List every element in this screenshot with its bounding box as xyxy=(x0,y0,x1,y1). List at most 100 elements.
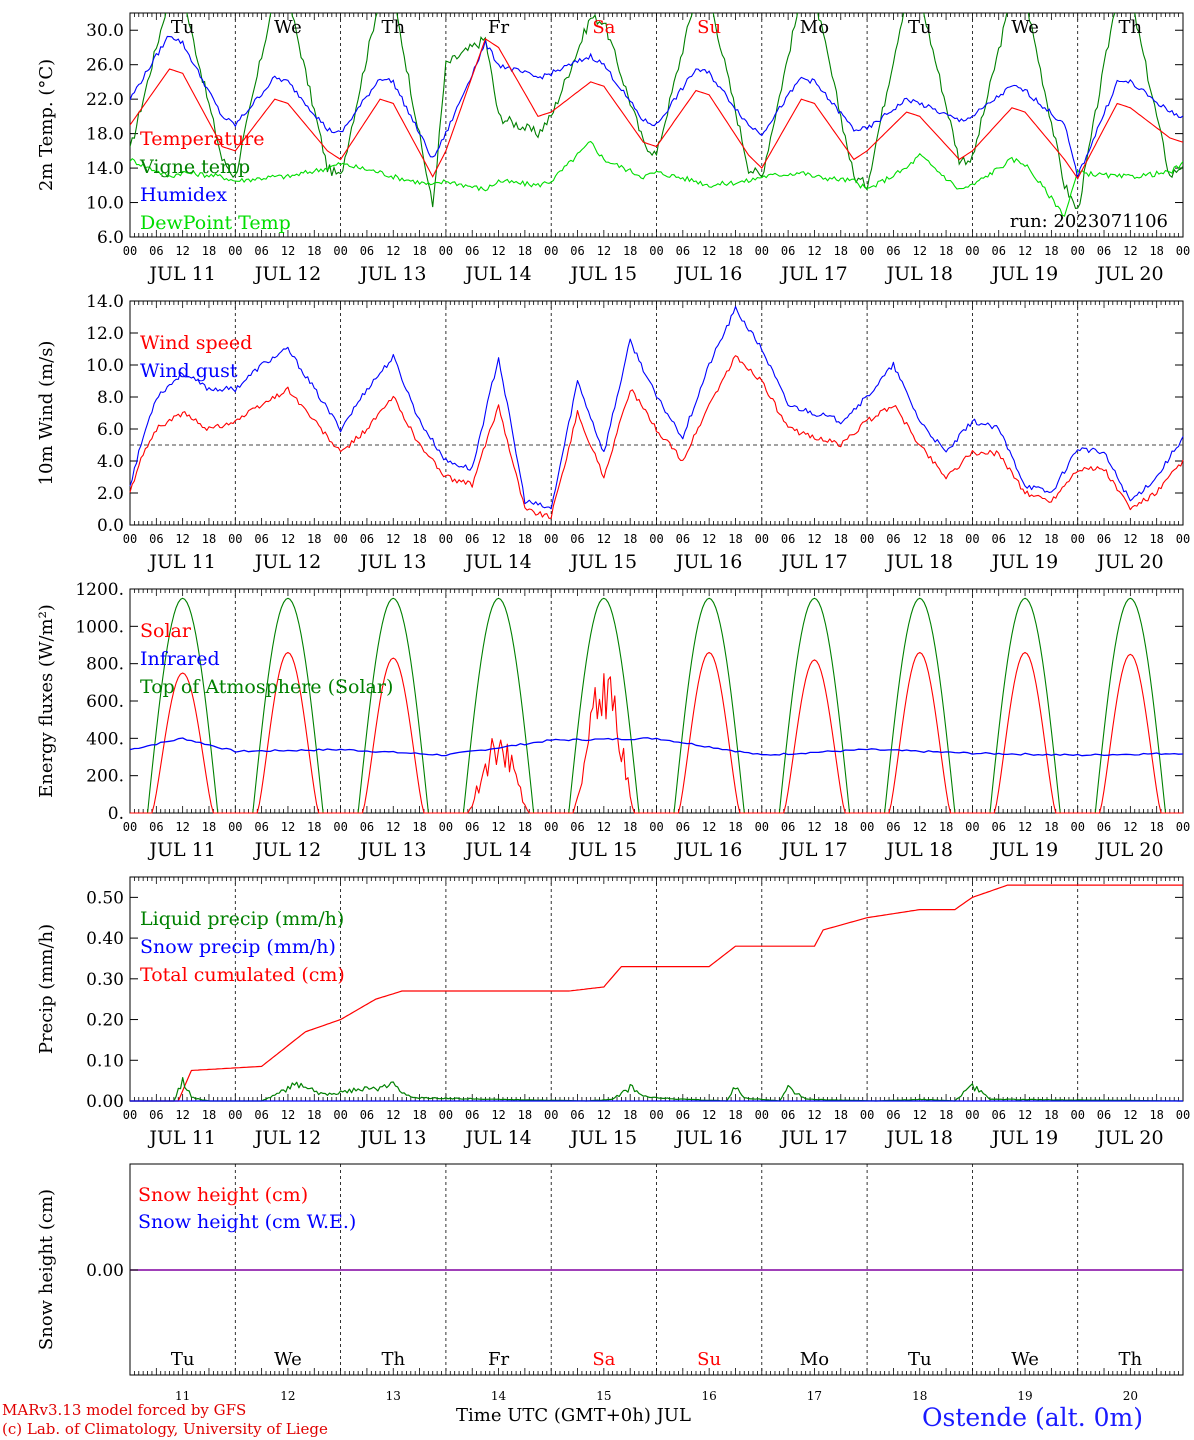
day-label: JUL 18 xyxy=(885,551,953,573)
hour-tick-label: 06 xyxy=(360,244,374,258)
day-label: JUL 11 xyxy=(147,1127,215,1149)
hour-tick-label: 00 xyxy=(439,1108,453,1122)
series-dewpoint-temp xyxy=(130,140,1183,217)
hour-tick-label: 18 xyxy=(939,244,953,258)
hour-tick-label: 12 xyxy=(1123,532,1137,546)
y-tick-label: 22.0 xyxy=(86,90,124,110)
y-axis-label-1: 10m Wind (m/s) xyxy=(36,341,57,486)
hour-tick-label: 12 xyxy=(702,532,716,546)
hour-tick-label: 06 xyxy=(991,820,1005,834)
day-number-label: 19 xyxy=(1017,1389,1032,1403)
hour-tick-label: 06 xyxy=(149,532,163,546)
legend-entry: Top of Atmosphere (Solar) xyxy=(140,676,393,698)
hour-tick-label: 12 xyxy=(1123,1108,1137,1122)
hour-tick-label: 06 xyxy=(1097,820,1111,834)
hour-tick-label: 06 xyxy=(254,244,268,258)
hour-tick-label: 18 xyxy=(412,1108,426,1122)
hour-tick-label: 00 xyxy=(755,820,769,834)
y-tick-label: 4.0 xyxy=(97,452,124,472)
day-label: JUL 17 xyxy=(779,839,847,861)
hour-tick-label: 06 xyxy=(1097,1108,1111,1122)
hour-tick-label: 06 xyxy=(465,244,479,258)
y-tick-label: 1000. xyxy=(75,617,124,637)
hour-tick-label: 12 xyxy=(386,1108,400,1122)
y-axis-label-2: Energy fluxes (W/m²) xyxy=(36,604,57,798)
hour-tick-label: 18 xyxy=(518,820,532,834)
hour-tick-label: 06 xyxy=(991,532,1005,546)
weekday-label: Sa xyxy=(592,17,615,38)
hour-tick-label: 12 xyxy=(175,820,189,834)
day-label: JUL 14 xyxy=(463,551,531,573)
legend-entry: Snow precip (mm/h) xyxy=(140,936,336,958)
hour-tick-label: 00 xyxy=(1070,820,1084,834)
hour-tick-label: 00 xyxy=(649,532,663,546)
day-number-label: 11 xyxy=(175,1389,190,1403)
weekday-label: Th xyxy=(1119,1349,1143,1370)
hour-tick-label: 18 xyxy=(1149,244,1163,258)
day-label: JUL 18 xyxy=(885,263,953,285)
weekday-label: We xyxy=(274,17,302,38)
hour-tick-label: 00 xyxy=(439,244,453,258)
hour-tick-label: 00 xyxy=(860,244,874,258)
hour-tick-label: 18 xyxy=(412,820,426,834)
hour-tick-label: 18 xyxy=(939,820,953,834)
hour-tick-label: 06 xyxy=(149,244,163,258)
weekday-label: Tu xyxy=(908,17,932,38)
hour-tick-label: 06 xyxy=(886,244,900,258)
hour-tick-label: 00 xyxy=(1176,244,1190,258)
hour-tick-label: 06 xyxy=(465,820,479,834)
hour-tick-label: 06 xyxy=(781,532,795,546)
day-label: JUL 19 xyxy=(990,263,1058,285)
hour-tick-label: 06 xyxy=(149,1108,163,1122)
series-infrared xyxy=(129,737,1184,757)
hour-tick-label: 00 xyxy=(228,820,242,834)
weekday-label: Fr xyxy=(488,1349,509,1370)
hour-tick-label: 12 xyxy=(491,244,505,258)
y-tick-label: 0.30 xyxy=(86,970,124,990)
legend-entry: Temperature xyxy=(140,128,264,150)
day-label: JUL 13 xyxy=(358,551,426,573)
hour-tick-label: 18 xyxy=(728,532,742,546)
day-number-label: 18 xyxy=(912,1389,927,1403)
hour-tick-label: 00 xyxy=(1070,244,1084,258)
hour-tick-label: 06 xyxy=(360,1108,374,1122)
hour-tick-label: 18 xyxy=(1149,820,1163,834)
day-label: JUL 18 xyxy=(885,839,953,861)
day-label: JUL 20 xyxy=(1095,1127,1163,1149)
hour-tick-label: 00 xyxy=(649,1108,663,1122)
hour-tick-label: 18 xyxy=(1149,1108,1163,1122)
hour-tick-label: 06 xyxy=(886,820,900,834)
hour-tick-label: 18 xyxy=(202,532,216,546)
day-label: JUL 17 xyxy=(779,1127,847,1149)
hour-tick-label: 00 xyxy=(228,532,242,546)
y-tick-label: 400. xyxy=(86,729,124,749)
legend-entry: Wind speed xyxy=(140,332,252,354)
day-label: JUL 15 xyxy=(569,1127,637,1149)
run-annotation: run: 2023071106 xyxy=(1010,211,1168,232)
day-label: JUL 19 xyxy=(990,839,1058,861)
y-axis-label-4: Snow height (cm) xyxy=(36,1189,57,1350)
day-label: JUL 14 xyxy=(463,1127,531,1149)
y-tick-label: 0.40 xyxy=(86,929,124,949)
weekday-label: Su xyxy=(697,1349,721,1370)
hour-tick-label: 06 xyxy=(254,820,268,834)
day-label: JUL 13 xyxy=(358,263,426,285)
day-label: JUL 13 xyxy=(358,1127,426,1149)
legend-entry: Snow height (cm) xyxy=(138,1184,308,1206)
y-tick-label: 0.50 xyxy=(86,888,124,908)
y-tick-label: 0.0 xyxy=(97,516,124,536)
hour-tick-label: 06 xyxy=(360,820,374,834)
meteogram: 6.0 10.0 14.0 18.0 22.0 26.0 30.0 2m Temp. (°C)… xyxy=(36,12,1190,1403)
hour-tick-label: 12 xyxy=(702,820,716,834)
y-tick-label: 2.0 xyxy=(97,484,124,504)
day-number-label: 13 xyxy=(386,1389,401,1403)
y-tick-label: 6.0 xyxy=(97,420,124,440)
hour-tick-label: 12 xyxy=(491,820,505,834)
hour-tick-label: 12 xyxy=(913,244,927,258)
hour-tick-label: 18 xyxy=(623,244,637,258)
weekday-label: Tu xyxy=(171,17,195,38)
y-tick-label: 8.0 xyxy=(97,388,124,408)
y-axis-label-0: 2m Temp. (°C) xyxy=(36,59,57,191)
hour-tick-label: 06 xyxy=(465,532,479,546)
hour-tick-label: 18 xyxy=(939,1108,953,1122)
